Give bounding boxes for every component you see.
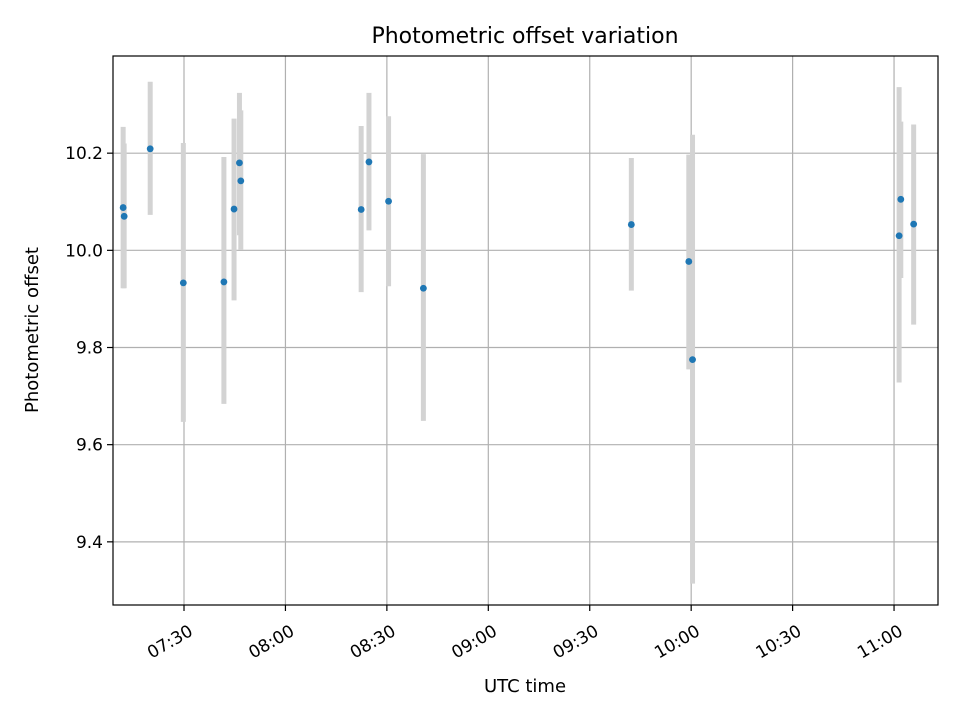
- y-tick-label: 9.4: [76, 533, 103, 553]
- point-layer: [119, 145, 918, 364]
- x-axis-label: UTC time: [484, 676, 566, 697]
- data-point: [179, 279, 187, 287]
- data-point: [237, 177, 245, 185]
- y-tick-label: 9.6: [76, 436, 103, 456]
- y-tick-label: 10.2: [65, 144, 103, 164]
- data-point: [365, 158, 373, 166]
- data-point: [146, 145, 154, 153]
- data-point: [220, 278, 228, 286]
- data-point: [627, 221, 635, 228]
- data-point: [910, 220, 918, 228]
- data-point: [689, 356, 696, 364]
- chart-title: Photometric offset variation: [371, 24, 678, 49]
- y-tick-label: 9.8: [76, 339, 103, 359]
- data-point: [230, 205, 238, 213]
- data-point: [385, 197, 392, 205]
- plot-frame: [112, 55, 939, 606]
- data-point: [685, 258, 693, 265]
- data-point: [419, 284, 427, 292]
- data-point: [895, 232, 903, 240]
- data-point: [119, 204, 127, 211]
- data-point: [897, 195, 905, 203]
- y-axis-label: Photometric offset: [22, 247, 43, 413]
- data-point: [120, 212, 128, 220]
- y-tick-label: 10.0: [65, 241, 103, 261]
- data-point: [236, 159, 243, 167]
- data-point: [357, 206, 365, 213]
